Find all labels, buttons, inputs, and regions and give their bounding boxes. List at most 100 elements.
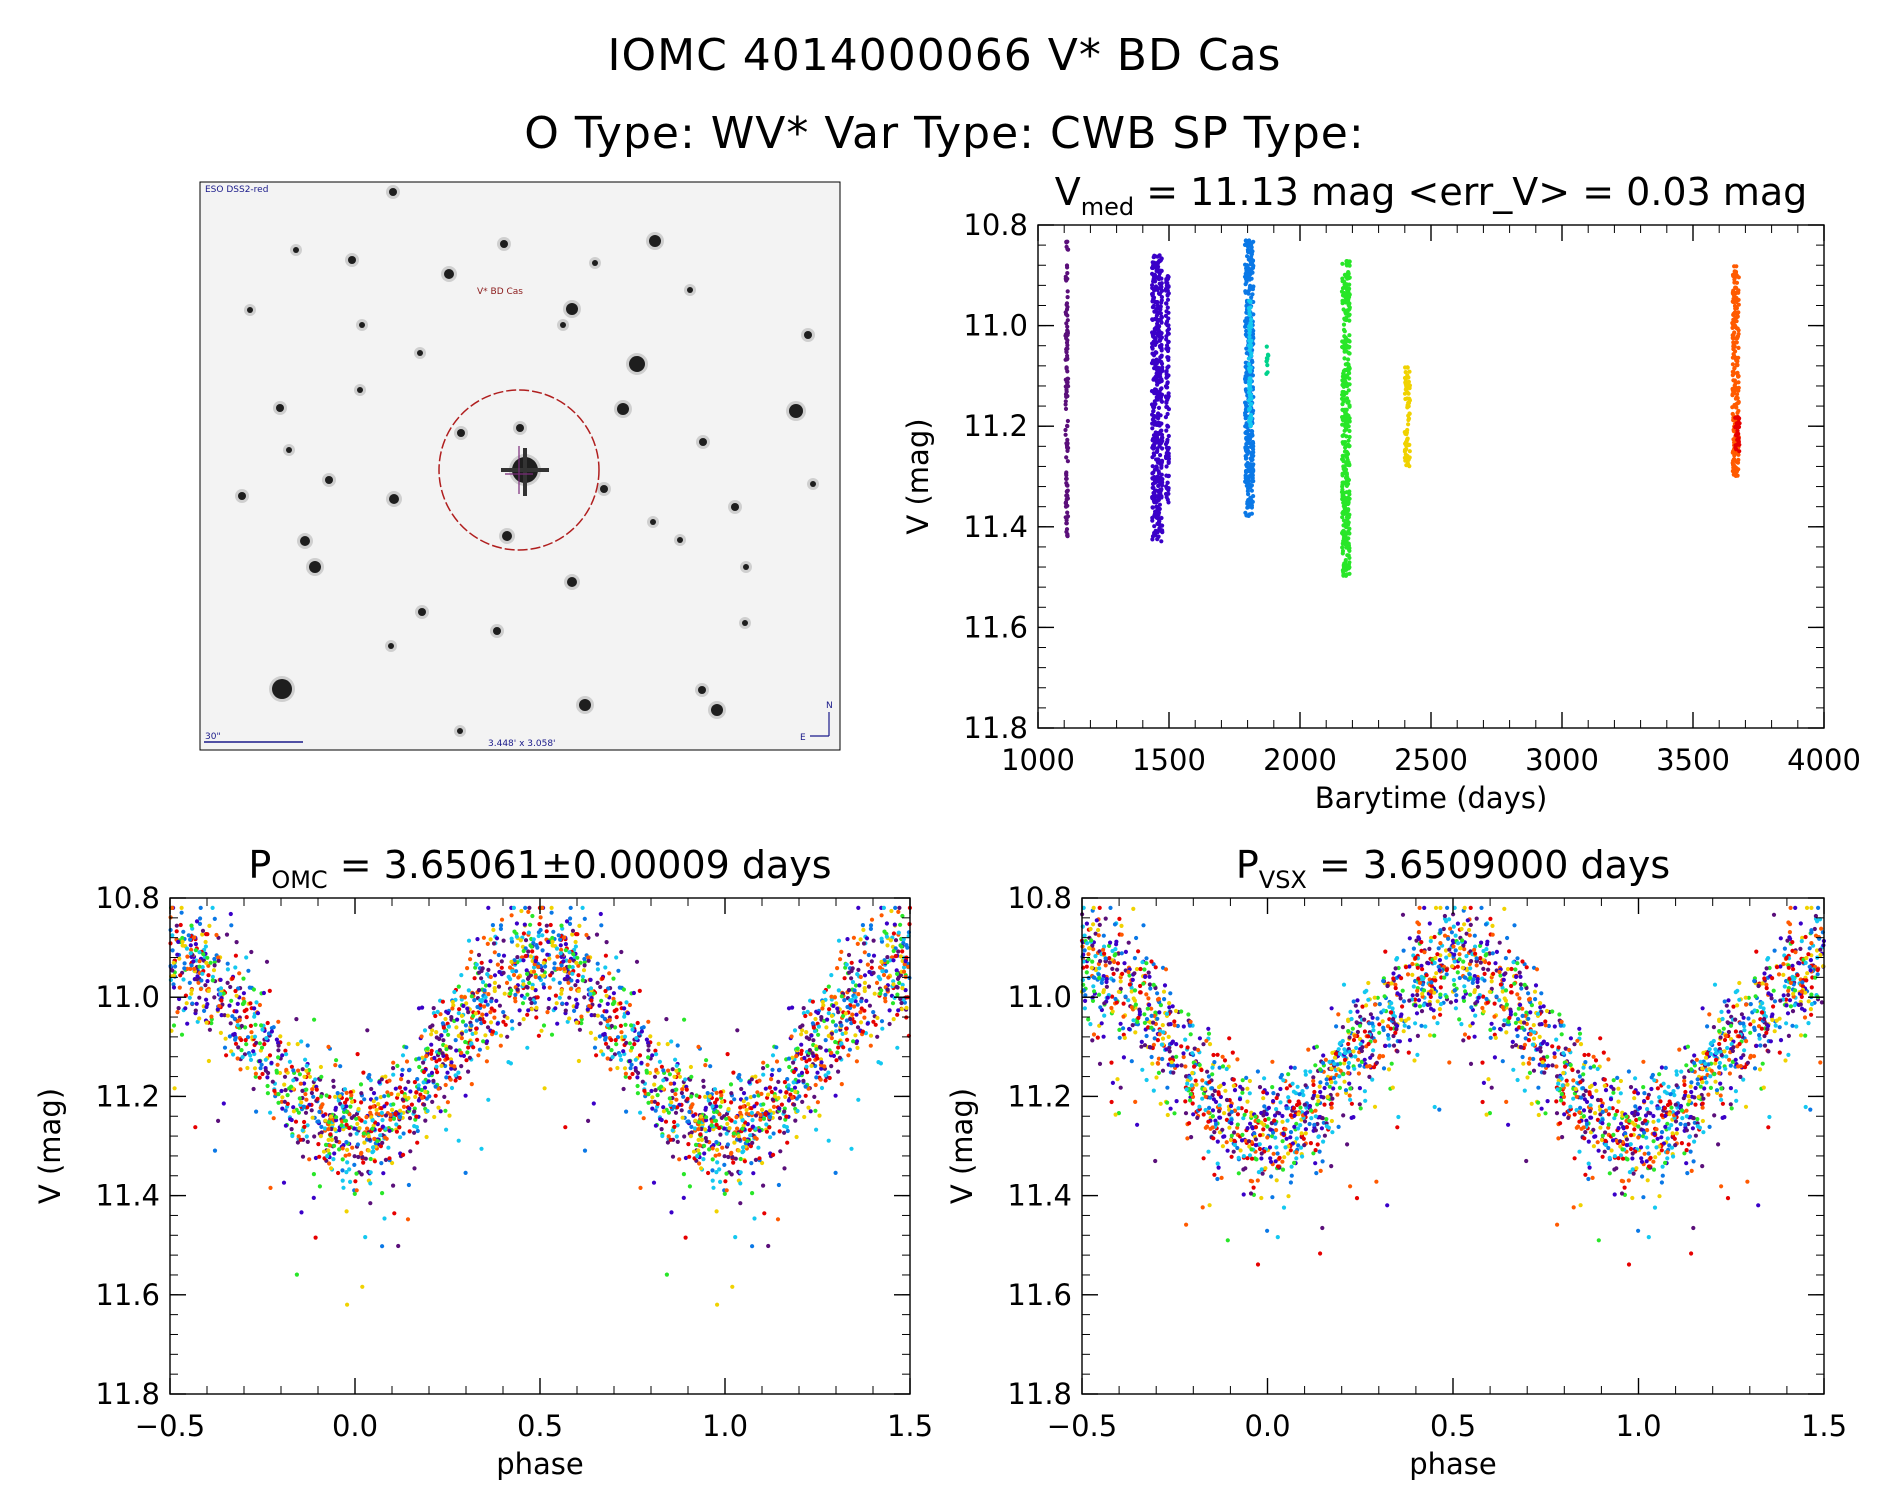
data-point — [328, 1132, 333, 1137]
data-point — [406, 1095, 411, 1101]
data-point — [884, 921, 890, 926]
data-point — [210, 974, 215, 979]
data-point — [595, 961, 600, 966]
data-point — [633, 1068, 639, 1073]
data-point-season-2b — [1164, 280, 1169, 285]
data-point — [695, 1154, 700, 1159]
data-point — [810, 1021, 816, 1026]
data-point-season-6-red — [1735, 415, 1740, 420]
data-point — [855, 972, 860, 977]
data-point-season-2a — [1159, 377, 1164, 382]
data-point — [856, 905, 861, 911]
x-tick-label: 2500 — [1394, 743, 1468, 777]
data-point — [594, 932, 600, 937]
data-point-season-4 — [1343, 337, 1348, 343]
data-point — [696, 1044, 701, 1049]
data-point — [368, 1201, 373, 1206]
data-point — [201, 952, 206, 957]
data-point — [197, 950, 202, 955]
data-point — [611, 976, 616, 981]
data-point — [229, 923, 234, 928]
data-point-season-4 — [1340, 515, 1345, 520]
data-point — [212, 963, 217, 968]
data-point-season-2a — [1150, 438, 1155, 443]
data-point — [769, 1077, 774, 1082]
data-point — [770, 1053, 776, 1058]
data-point — [499, 959, 504, 964]
data-point-season-4 — [1347, 333, 1352, 338]
data-point — [475, 1004, 480, 1010]
star — [348, 256, 356, 264]
star — [592, 260, 598, 266]
data-point — [422, 1028, 428, 1033]
data-point — [299, 1210, 304, 1215]
data-point — [562, 966, 567, 972]
data-point-season-2a — [1156, 483, 1161, 488]
data-point — [549, 910, 554, 915]
data-point — [241, 976, 246, 981]
data-point-season-2a — [1151, 279, 1156, 284]
data-point — [252, 1066, 258, 1071]
data-point-season-1 — [1064, 321, 1069, 326]
data-point-season-3 — [1249, 440, 1255, 445]
data-point — [661, 1109, 667, 1114]
data-point-season-4 — [1347, 376, 1352, 381]
data-point — [823, 1073, 828, 1078]
data-point — [644, 1070, 650, 1075]
data-point — [230, 976, 235, 981]
data-point — [342, 1118, 348, 1123]
data-point — [450, 999, 455, 1005]
data-point — [179, 910, 184, 915]
data-point — [860, 1029, 866, 1034]
data-point — [599, 923, 604, 928]
data-point — [366, 1148, 371, 1153]
data-point — [492, 973, 498, 978]
data-point — [682, 1017, 687, 1022]
data-point — [645, 1062, 650, 1067]
data-point-season-1 — [1065, 493, 1070, 498]
data-point — [839, 1023, 844, 1028]
data-point — [609, 1048, 614, 1053]
data-point-season-3 — [1249, 474, 1254, 479]
data-point — [356, 1106, 361, 1112]
data-point — [480, 966, 485, 971]
data-point-season-3 — [1243, 416, 1248, 421]
data-point — [203, 939, 208, 945]
data-point — [203, 944, 208, 949]
data-point — [687, 1109, 692, 1114]
data-point-season-6 — [1733, 269, 1739, 274]
data-point-season-4 — [1342, 292, 1347, 297]
data-point-season-4 — [1343, 362, 1348, 367]
data-point — [476, 988, 482, 993]
data-point-season-1 — [1064, 489, 1069, 494]
data-point — [879, 913, 884, 918]
data-point — [839, 994, 844, 999]
data-point — [570, 971, 575, 976]
data-point — [259, 1023, 264, 1028]
data-point — [597, 1003, 602, 1008]
data-point — [579, 1014, 584, 1019]
data-point — [622, 1006, 627, 1011]
data-point-season-2a — [1156, 390, 1161, 395]
data-point — [541, 985, 547, 990]
data-point — [777, 1067, 782, 1072]
data-point — [772, 1094, 778, 1099]
data-point — [534, 1005, 539, 1011]
title-subscript: med — [1081, 193, 1134, 221]
data-point-season-2b — [1163, 491, 1169, 497]
data-point-season-5 — [1406, 400, 1412, 406]
data-point — [391, 1060, 396, 1065]
data-point — [683, 1077, 688, 1082]
data-point — [425, 1108, 430, 1114]
data-point — [555, 954, 560, 959]
data-point — [371, 1149, 376, 1154]
data-point — [276, 1055, 281, 1060]
data-point — [768, 1135, 773, 1140]
data-point-season-2b — [1164, 464, 1169, 469]
data-point — [625, 1011, 631, 1016]
data-point — [290, 1133, 295, 1139]
data-point — [289, 1064, 294, 1069]
data-point — [739, 1086, 744, 1092]
x-axis-label: Barytime (days) — [1315, 781, 1548, 815]
data-point — [531, 937, 536, 942]
